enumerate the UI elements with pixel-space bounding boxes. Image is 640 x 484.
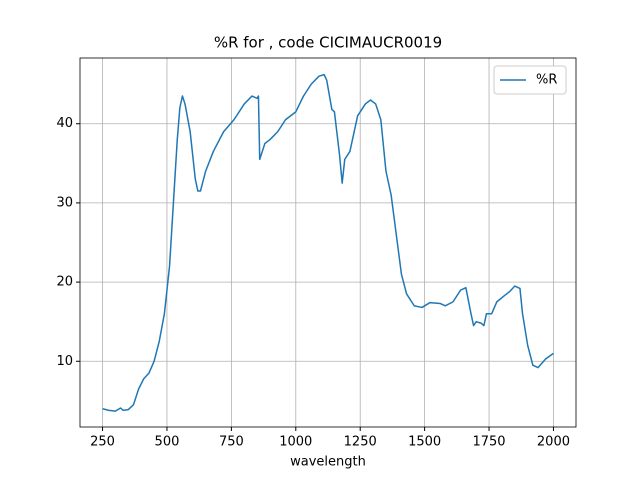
y-tick-label: 30 <box>56 195 73 210</box>
x-tick-label: 750 <box>219 435 244 450</box>
y-tick-label: 20 <box>56 275 73 290</box>
legend-label: %R <box>536 73 557 88</box>
x-axis-label: wavelength <box>290 455 366 470</box>
plot-frame <box>79 57 577 428</box>
chart-title: %R for , code CICIMAUCR0019 <box>214 34 442 52</box>
x-tick-label: 1250 <box>344 435 377 450</box>
data-line <box>102 73 554 412</box>
x-tick-label: 2000 <box>537 435 570 450</box>
x-tick-label: 500 <box>155 435 180 450</box>
x-tick-label: 1500 <box>408 435 441 450</box>
y-tick-label: 40 <box>56 116 73 131</box>
y-tick-label: 10 <box>56 354 73 369</box>
x-tick-label: 1000 <box>279 435 312 450</box>
x-tick-label: 250 <box>90 435 115 450</box>
x-tick-label: 1750 <box>472 435 505 450</box>
legend-box <box>493 65 567 95</box>
